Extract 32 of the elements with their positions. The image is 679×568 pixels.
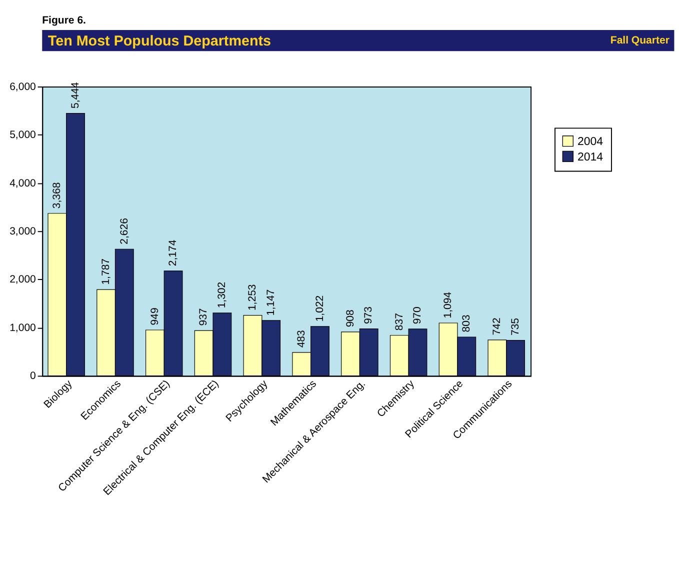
- data-label: 1,094: [442, 292, 454, 318]
- legend-label: 2014: [577, 151, 604, 164]
- text: Fall Quarter: [610, 34, 670, 46]
- data-label: 1,147: [264, 289, 277, 316]
- data-label: 837: [393, 312, 406, 331]
- data-label: 5,444: [69, 82, 82, 109]
- data-label: 3,368: [51, 182, 64, 209]
- data-label: 908: [344, 309, 356, 328]
- data-label: 483: [296, 330, 308, 348]
- data-label: 1,302: [216, 282, 228, 308]
- data-label: 2,626: [118, 218, 130, 244]
- data-label: 937: [198, 308, 210, 326]
- data-label: 742: [491, 317, 504, 336]
- data-label: 1,022: [314, 295, 326, 322]
- data-label: 1,787: [100, 258, 112, 285]
- data-label: 949: [148, 308, 161, 326]
- y-tick-label: 5,000: [10, 129, 36, 142]
- legend-label: 2004: [577, 136, 604, 148]
- y-tick-label: 6,000: [10, 80, 36, 93]
- y-tick-label: 2,000: [10, 274, 36, 286]
- data-label: 1,253: [246, 284, 259, 311]
- caption: Figure 6.: [42, 14, 86, 26]
- y-tick-label: 3,000: [10, 225, 36, 238]
- y-tick-label: 0: [30, 370, 36, 382]
- data-label: 2,174: [167, 240, 180, 266]
- data-label: 970: [412, 306, 424, 324]
- chart-title: Ten Most Populous Departments: [48, 33, 272, 50]
- y-tick-label: 4,000: [10, 177, 36, 190]
- data-label: 735: [509, 318, 522, 336]
- y-tick-label: 1,000: [10, 322, 36, 334]
- data-label: 973: [362, 306, 375, 324]
- data-label: 803: [460, 314, 473, 332]
